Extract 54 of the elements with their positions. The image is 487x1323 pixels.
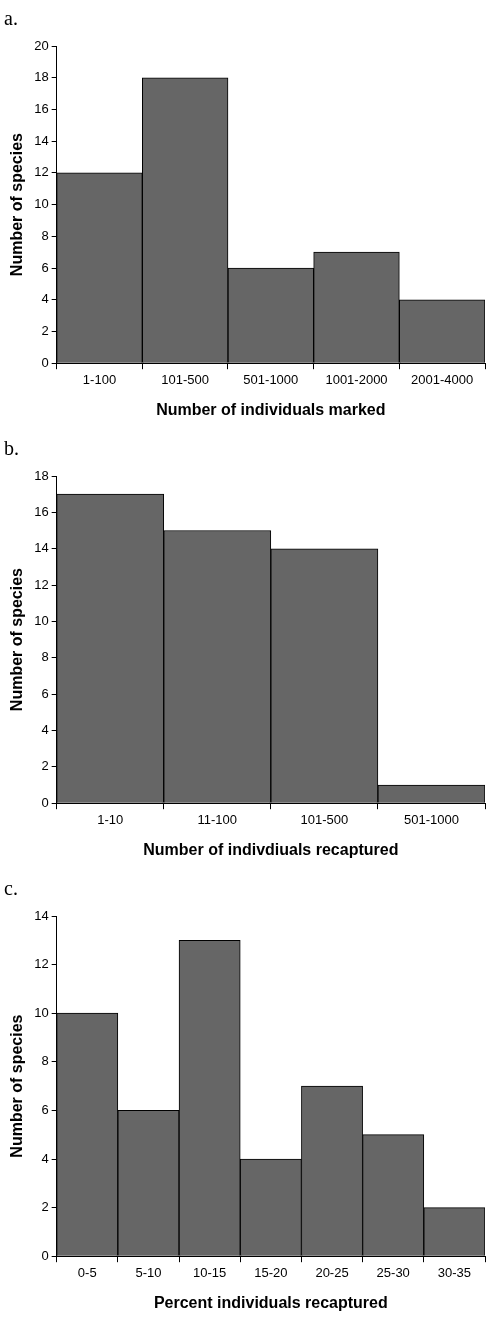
x-tick-label: 1-100 — [82, 371, 117, 387]
x-axis-title: Number of individuals marked — [156, 400, 386, 418]
y-tick-label: 12 — [34, 576, 49, 592]
x-tick-label: 2001-4000 — [411, 371, 474, 387]
y-tick-label: 0 — [41, 1247, 49, 1263]
y-axis-title: Number of species — [8, 1014, 26, 1158]
y-tick-label: 18 — [34, 467, 49, 483]
y-tick-label: 8 — [41, 649, 49, 665]
y-axis-title: Number of species — [8, 132, 26, 277]
x-axis-title: Percent individuals recaptured — [153, 1293, 388, 1311]
x-tick-label: 25-30 — [376, 1264, 410, 1280]
x-tick-label: 30-35 — [437, 1264, 472, 1280]
y-tick-label: 10 — [34, 1004, 49, 1020]
y-tick-label: 0 — [41, 354, 49, 370]
y-tick-label: 2 — [41, 1199, 49, 1215]
y-tick-label: 6 — [41, 685, 49, 701]
y-tick-label: 2 — [41, 758, 49, 774]
chart-title: c. — [4, 877, 18, 900]
x-tick-label: 1001-2000 — [325, 371, 388, 387]
y-tick-label: 8 — [41, 1053, 49, 1069]
y-tick-label: 6 — [41, 259, 49, 275]
y-tick-label: 8 — [41, 227, 49, 243]
x-tick-label: 501-1000 — [243, 371, 299, 387]
x-tick-label: 1-10 — [97, 811, 124, 827]
chart-title: a. — [4, 7, 18, 30]
x-tick-label: 10-15 — [193, 1264, 227, 1280]
x-tick-label: 20-25 — [315, 1264, 349, 1280]
y-tick-label: 12 — [34, 956, 49, 972]
y-tick-label: 10 — [34, 613, 49, 628]
y-tick-label: 16 — [34, 503, 49, 519]
x-tick-label: 101-500 — [300, 811, 349, 827]
y-tick-label: 18 — [34, 69, 49, 85]
y-tick-label: 20 — [34, 37, 49, 53]
y-tick-label: 10 — [34, 196, 49, 212]
y-tick-label: 14 — [34, 540, 49, 556]
y-axis-title: Number of species — [8, 567, 26, 712]
y-tick-label: 2 — [41, 323, 49, 339]
x-tick-label: 501-1000 — [403, 811, 459, 827]
y-tick-label: 4 — [41, 291, 49, 307]
x-tick-label: 0-5 — [77, 1264, 97, 1280]
x-tick-label: 5-10 — [135, 1264, 162, 1280]
y-tick-label: 12 — [34, 164, 49, 180]
y-tick-label: 0 — [41, 794, 49, 810]
y-tick-label: 14 — [34, 907, 49, 923]
chart-title: b. — [4, 437, 19, 460]
x-axis-title: Number of indivdiuals recaptured — [143, 840, 399, 858]
x-tick-label: 15-20 — [254, 1264, 288, 1280]
y-tick-label: 14 — [34, 132, 49, 148]
y-tick-label: 4 — [41, 1150, 49, 1166]
y-tick-label: 6 — [41, 1101, 49, 1117]
x-tick-label: 101-500 — [161, 371, 210, 387]
x-tick-label: 11-100 — [197, 811, 238, 827]
y-tick-label: 4 — [41, 722, 49, 738]
y-tick-label: 16 — [34, 101, 49, 117]
